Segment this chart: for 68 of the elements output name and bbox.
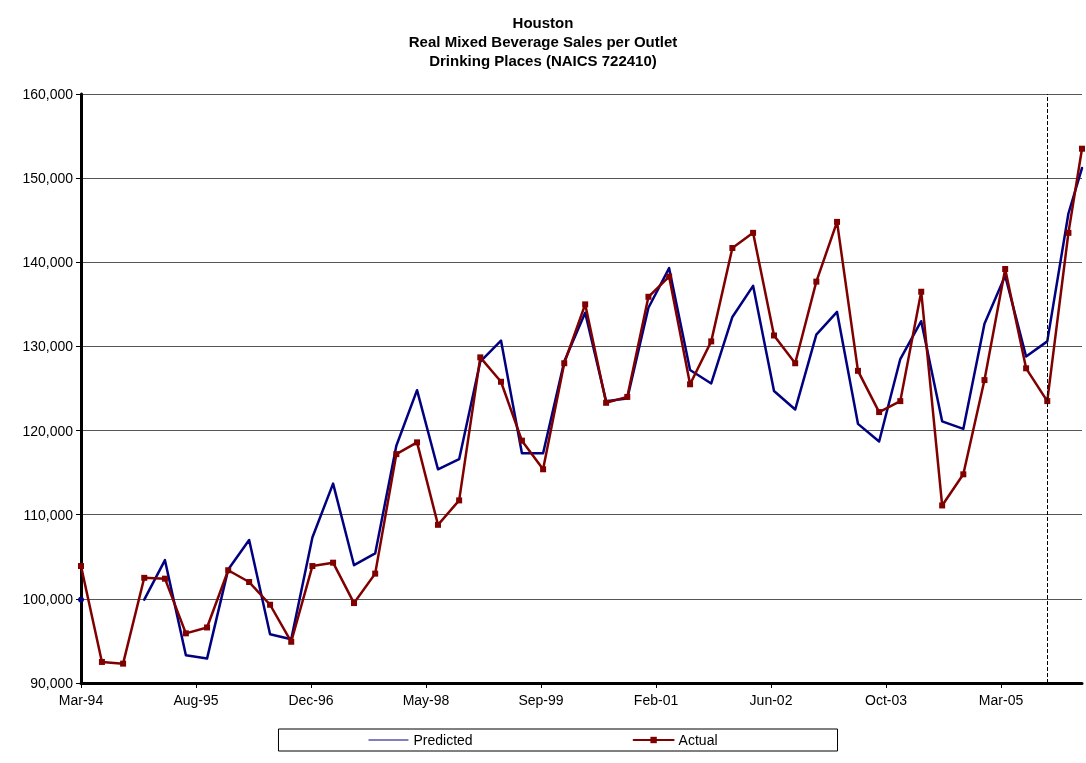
point	[854, 367, 861, 374]
point	[981, 377, 988, 384]
point	[1079, 145, 1085, 152]
point	[792, 360, 799, 367]
point	[414, 439, 421, 446]
point	[687, 381, 694, 388]
y-tick-label: 110,000	[23, 506, 74, 523]
legend-label: Predicted	[413, 732, 473, 748]
point	[78, 563, 84, 570]
point	[561, 360, 568, 367]
chart-title: Houston Real Mixed Beverage Sales per Outlet Drinking Places (NAICS 722410)	[408, 14, 678, 69]
point	[351, 600, 358, 607]
x-tick-label: Jun-02	[749, 692, 793, 708]
point	[603, 399, 610, 406]
point	[288, 638, 295, 645]
point	[540, 466, 547, 473]
x-tick-label: Oct-03	[865, 692, 908, 708]
y-tick-label: 100,000	[22, 590, 74, 607]
point	[897, 398, 904, 405]
point	[393, 451, 400, 458]
point	[1023, 365, 1030, 372]
point	[750, 229, 757, 236]
point	[434, 521, 441, 528]
point	[813, 278, 820, 285]
point	[267, 601, 274, 608]
point	[582, 301, 589, 308]
x-tick-label: Aug-95	[173, 692, 219, 708]
point	[456, 497, 463, 504]
point	[960, 471, 967, 478]
point	[834, 218, 841, 225]
point	[246, 579, 253, 586]
point	[918, 288, 925, 295]
point	[120, 660, 127, 667]
point	[372, 570, 379, 577]
point	[182, 630, 189, 637]
x-tick-label: Feb-01	[633, 692, 679, 708]
point	[161, 575, 168, 582]
point	[204, 624, 211, 631]
y-tick-label: 160,000	[22, 86, 74, 102]
x-tick-label: May-98	[402, 692, 450, 708]
point	[1002, 266, 1009, 273]
y-tick-label: 120,000	[22, 422, 74, 439]
point	[939, 502, 946, 509]
point	[876, 409, 883, 416]
point	[330, 559, 337, 566]
y-tick-label: 130,000	[22, 338, 74, 355]
point	[518, 437, 525, 444]
point	[309, 563, 316, 570]
point	[225, 567, 232, 574]
point	[666, 273, 673, 280]
point	[624, 393, 631, 400]
point	[477, 354, 484, 361]
x-tick-label: Dec-96	[288, 692, 334, 708]
point	[645, 293, 652, 300]
point	[1065, 229, 1072, 236]
y-tick-label: 150,000	[22, 170, 74, 187]
point	[141, 574, 148, 581]
y-tick-label: 140,000	[22, 254, 74, 271]
y-tick-label: 90,000	[30, 675, 74, 691]
point	[729, 244, 736, 251]
x-tick-label: Sep-99	[518, 692, 564, 708]
point	[498, 378, 504, 385]
point	[771, 332, 778, 339]
x-tick-label: Mar-94	[58, 692, 104, 708]
point	[98, 658, 105, 665]
legend-label: Actual	[678, 732, 718, 748]
x-tick-label: Mar-05	[978, 692, 1024, 708]
point	[708, 338, 715, 345]
